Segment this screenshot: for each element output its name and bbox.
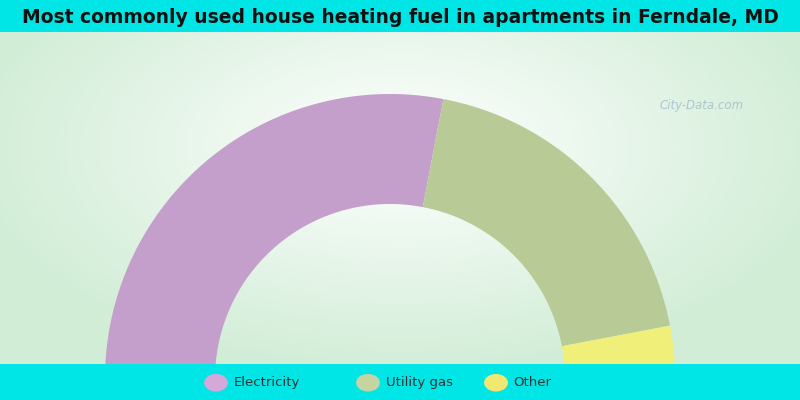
Text: City-Data.com: City-Data.com bbox=[660, 100, 744, 112]
Ellipse shape bbox=[357, 375, 379, 391]
Text: Most commonly used house heating fuel in apartments in Ferndale, MD: Most commonly used house heating fuel in… bbox=[22, 8, 778, 27]
Ellipse shape bbox=[205, 375, 227, 391]
Text: Electricity: Electricity bbox=[234, 376, 300, 389]
Ellipse shape bbox=[485, 375, 507, 391]
Text: Utility gas: Utility gas bbox=[386, 376, 453, 389]
Polygon shape bbox=[105, 94, 443, 379]
Polygon shape bbox=[562, 326, 675, 379]
Text: Other: Other bbox=[514, 376, 552, 389]
Polygon shape bbox=[422, 99, 670, 346]
